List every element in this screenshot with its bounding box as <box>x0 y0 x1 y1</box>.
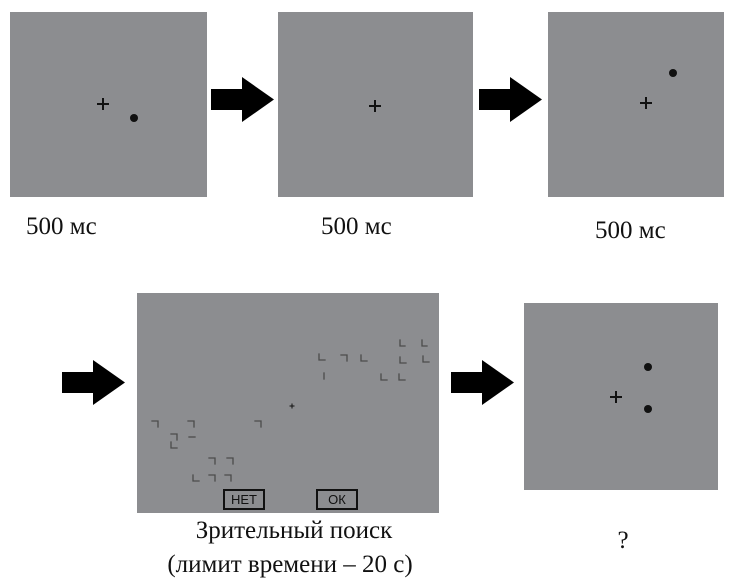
question-caption: ? <box>617 527 629 554</box>
stimulus-panel-third <box>548 12 724 197</box>
probe-dot-icon <box>644 363 652 371</box>
corner-stimulus-icon <box>208 457 216 465</box>
fixation-cross-icon <box>289 403 295 409</box>
time-limit-caption: (лимит времени – 20 с) <box>167 551 413 578</box>
ok-button[interactable]: ОК <box>316 489 358 510</box>
corner-stimulus-icon <box>399 356 407 364</box>
fixation-cross-icon <box>640 97 652 109</box>
corner-stimulus-icon <box>421 339 428 347</box>
corner-stimulus-icon <box>360 354 368 362</box>
corner-stimulus-icon <box>340 354 348 362</box>
fixation-cross-icon <box>369 100 381 112</box>
stage-duration-label: 500 мс <box>595 217 666 244</box>
corner-stimulus-icon <box>170 433 178 441</box>
target-dot-icon <box>669 69 677 77</box>
corner-stimulus-icon <box>208 474 216 482</box>
corner-stimulus-icon <box>318 353 326 361</box>
right-arrow-icon <box>451 360 514 405</box>
visual-search-caption: Зрительный поиск <box>195 517 393 544</box>
fixation-cross-icon <box>97 98 109 110</box>
right-arrow-icon <box>211 77 274 122</box>
corner-stimulus-icon <box>399 339 406 347</box>
fixation-cross-icon <box>610 391 622 403</box>
target-dot-icon <box>130 114 138 122</box>
stage-duration-label: 500 мс <box>321 213 392 240</box>
response-panel <box>524 303 718 490</box>
corner-stimulus-icon <box>226 457 234 465</box>
corner-stimulus-icon <box>187 420 195 428</box>
corner-stimulus-icon <box>224 474 232 482</box>
right-arrow-icon <box>62 360 125 405</box>
no-button[interactable]: НЕТ <box>223 489 265 510</box>
corner-stimulus-icon <box>380 373 388 381</box>
stimulus-panel-second <box>278 12 473 197</box>
stimulus-panel-first <box>10 12 207 197</box>
corner-stimulus-icon <box>192 474 200 482</box>
probe-dot-icon <box>644 405 652 413</box>
corner-stimulus-icon <box>422 355 430 363</box>
corner-stimulus-icon <box>398 373 406 381</box>
right-arrow-icon <box>479 77 542 122</box>
search-stimuli-field <box>137 293 439 513</box>
corner-stimulus-icon <box>170 441 178 449</box>
corner-stimulus-icon <box>151 420 159 428</box>
corner-stimulus-icon <box>254 420 262 428</box>
stage-duration-label: 500 мс <box>26 213 97 240</box>
visual-search-panel: НЕТ ОК <box>137 293 439 513</box>
